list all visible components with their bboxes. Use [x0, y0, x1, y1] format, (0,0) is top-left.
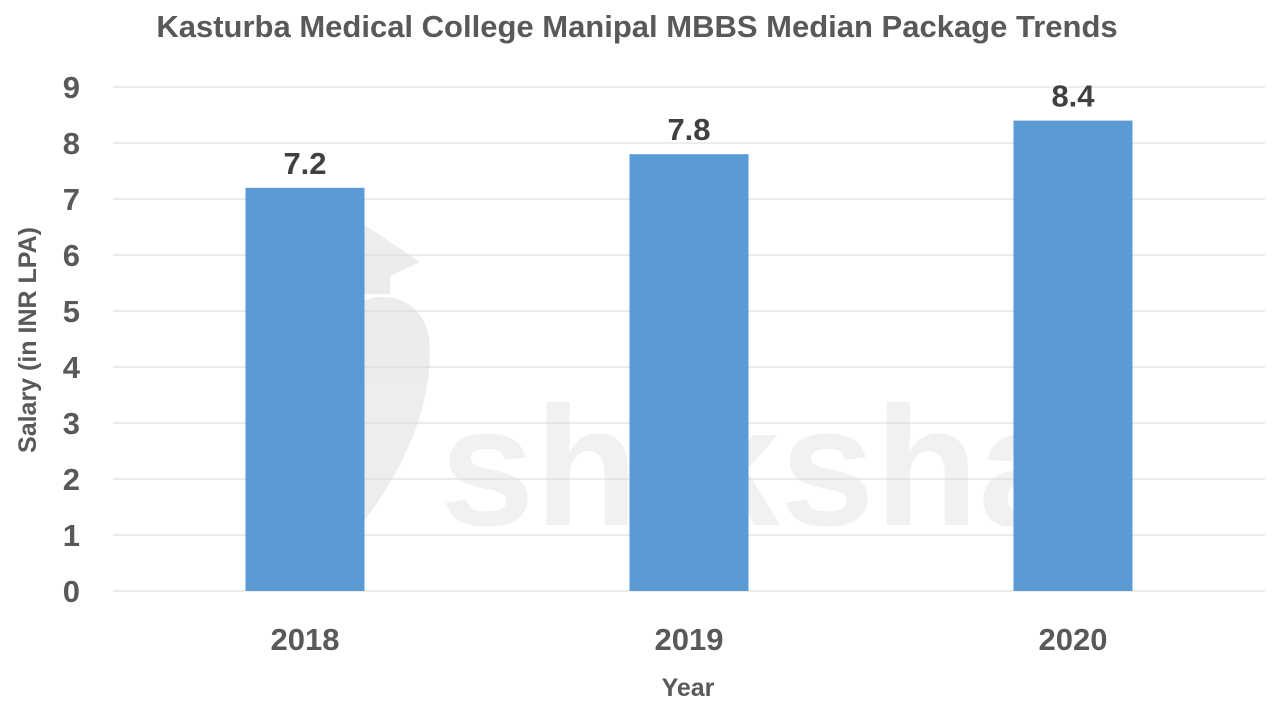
y-tick-labels: 0 1 2 3 4 5 6 7 8 9: [63, 70, 81, 609]
x-tick-label-2019: 2019: [655, 622, 724, 657]
y-tick-label: 0: [63, 574, 80, 609]
data-label-2019: 7.8: [667, 112, 710, 147]
y-tick-label: 8: [63, 126, 80, 161]
y-tick-label: 1: [63, 518, 80, 553]
y-tick-label: 6: [63, 238, 80, 273]
chart-title: Kasturba Medical College Manipal MBBS Me…: [156, 9, 1117, 44]
data-labels: 7.2 7.8 8.4: [283, 79, 1095, 181]
y-tick-label: 5: [63, 294, 80, 329]
y-tick-label: 3: [63, 406, 80, 441]
bars: [245, 120, 1133, 592]
y-axis-title: Salary (in INR LPA): [14, 227, 42, 453]
watermark-text: shiksha: [440, 372, 1075, 562]
y-tick-label: 9: [63, 70, 80, 105]
data-label-2020: 8.4: [1051, 79, 1095, 114]
bar-2018: [245, 187, 365, 592]
data-label-2018: 7.2: [283, 146, 326, 181]
y-tick-label: 4: [63, 350, 81, 385]
x-tick-label-2018: 2018: [271, 622, 340, 657]
y-tick-label: 2: [63, 462, 80, 497]
x-tick-label-2020: 2020: [1039, 622, 1108, 657]
bar-2020: [1013, 120, 1133, 591]
y-tick-label: 7: [63, 182, 80, 217]
bar-2019: [629, 154, 749, 591]
x-axis-title: Year: [662, 674, 715, 702]
x-tick-labels: 2018 2019 2020: [271, 622, 1108, 657]
